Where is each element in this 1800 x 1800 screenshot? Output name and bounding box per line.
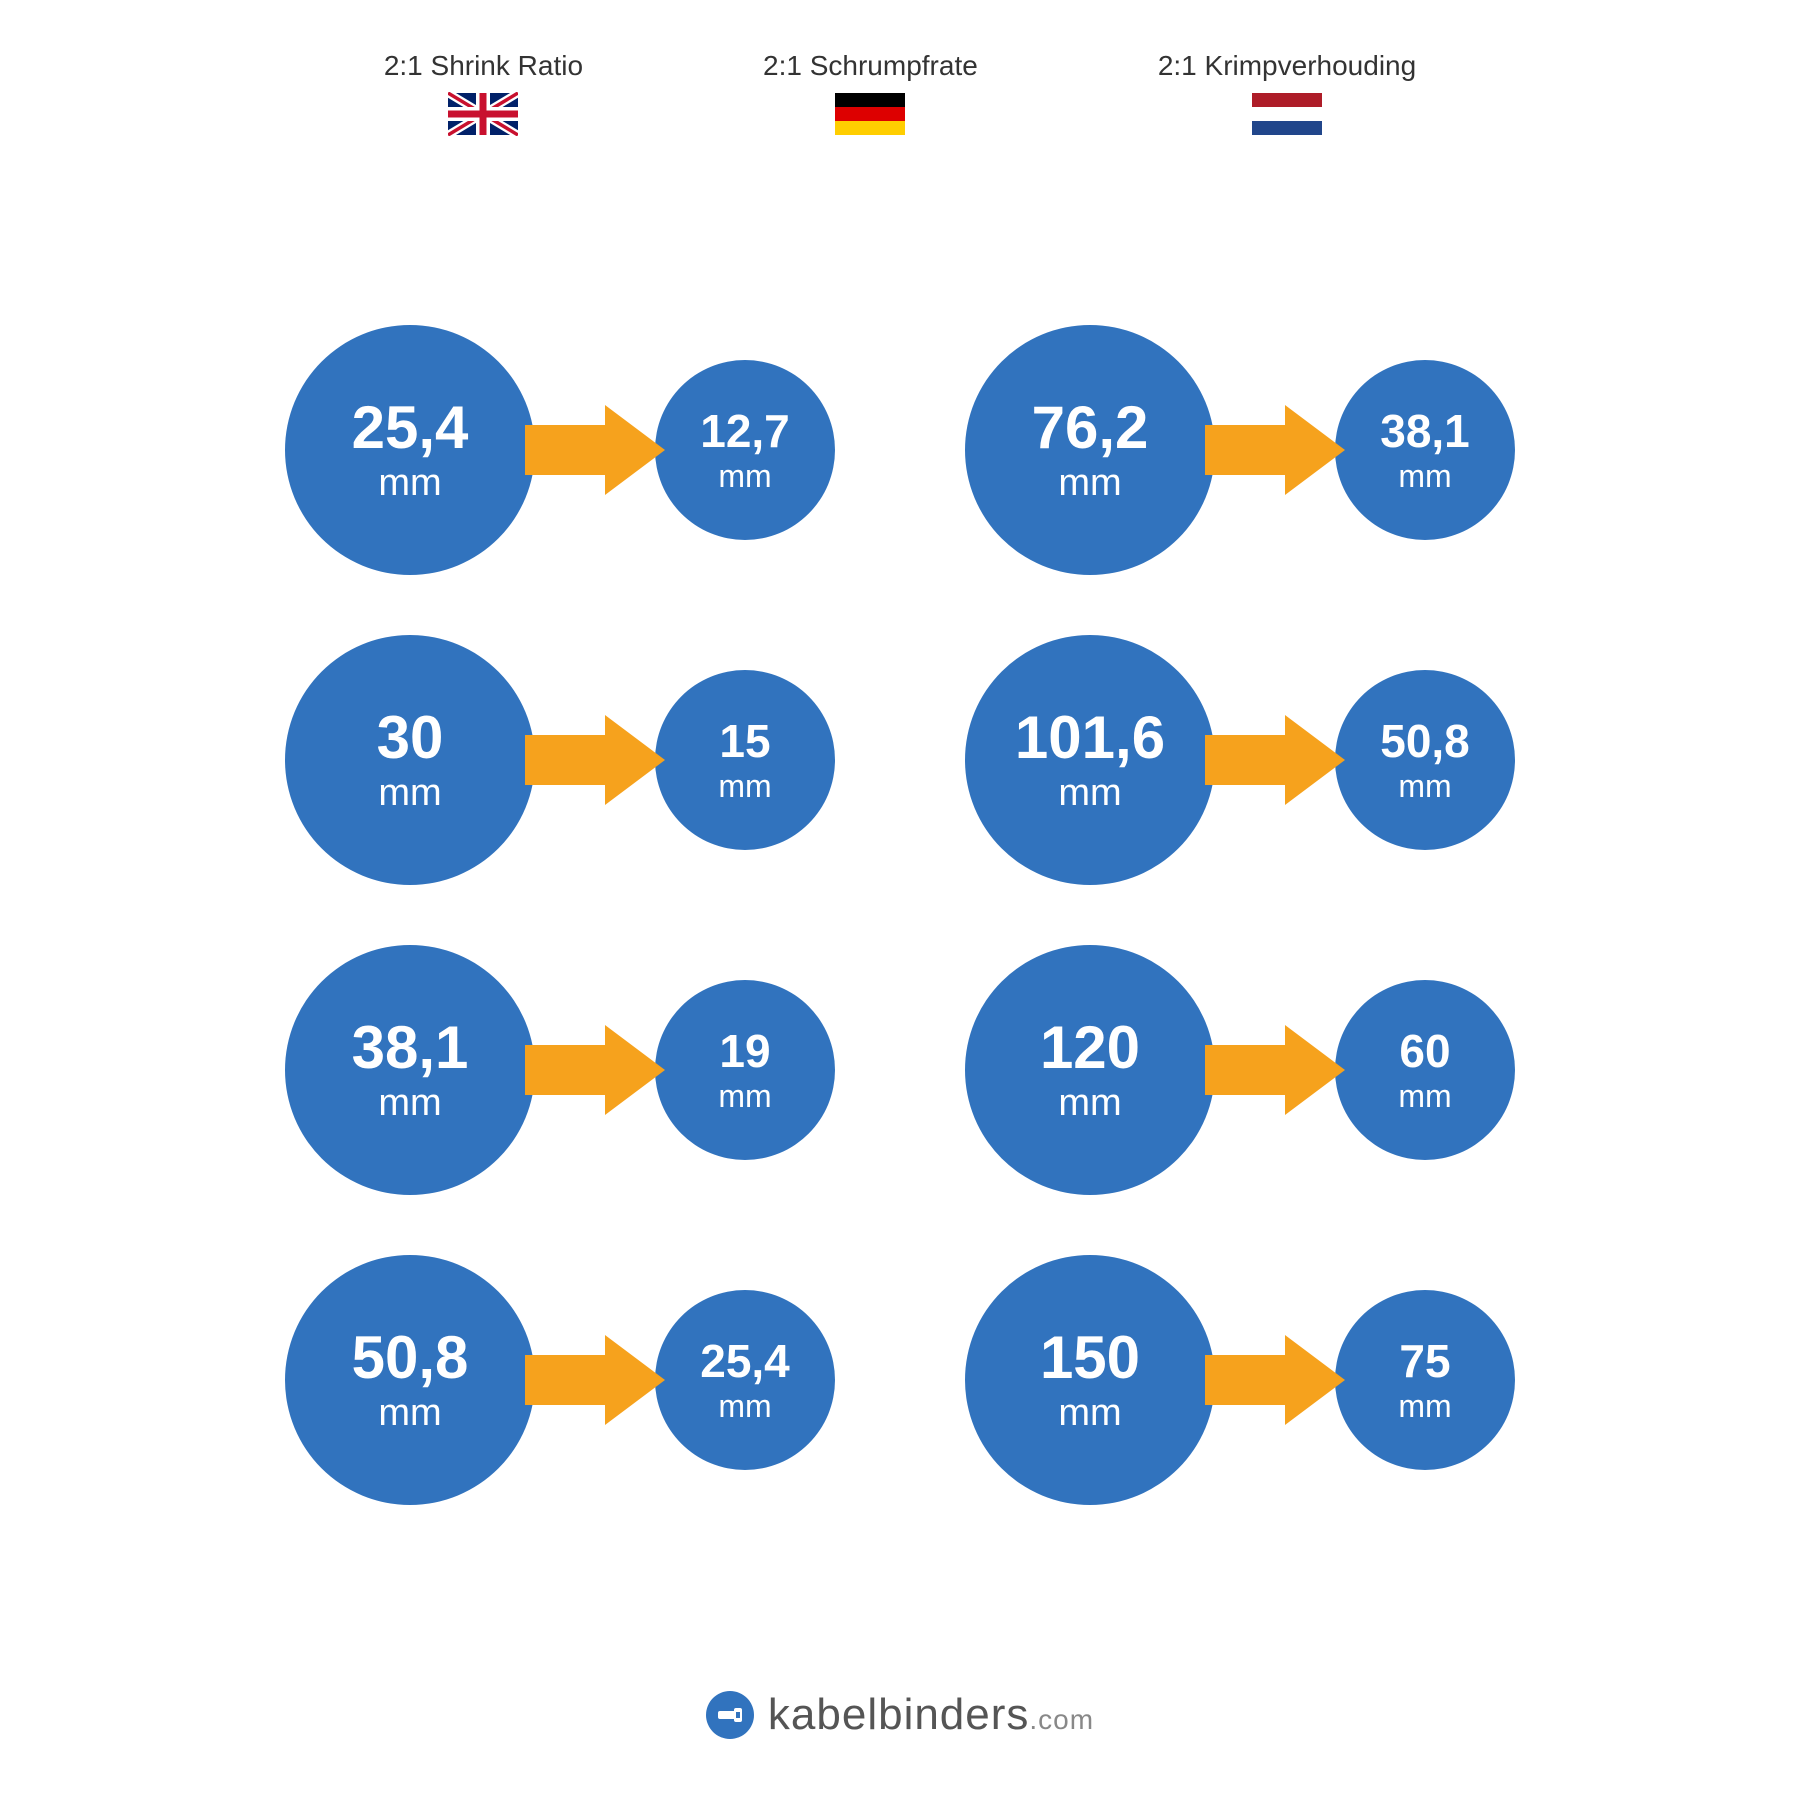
size-circle-from-4: 38,1 mm (285, 945, 535, 1195)
size-value: 19 (719, 1028, 770, 1074)
size-circle-to-5: 60 mm (1335, 980, 1515, 1160)
size-circle-from-6: 50,8 mm (285, 1255, 535, 1505)
arrow-icon (525, 1020, 665, 1120)
lang-block-de: 2:1 Schrumpfrate (763, 50, 978, 136)
uk-flag-icon (448, 92, 518, 136)
size-value: 38,1 (352, 1018, 469, 1078)
size-unit: mm (718, 460, 771, 492)
size-unit: mm (378, 1394, 441, 1432)
size-value: 50,8 (352, 1328, 469, 1388)
arrow-icon (1205, 1020, 1345, 1120)
lang-label-en: 2:1 Shrink Ratio (384, 50, 583, 82)
size-circle-to-0: 12,7 mm (655, 360, 835, 540)
arrow-icon (1205, 710, 1345, 810)
shrink-pair: 50,8 mm 25,4 mm (250, 1240, 870, 1520)
size-value: 101,6 (1015, 708, 1165, 768)
shrink-grid: 25,4mm 12,7mm76,2mm 38,1mm30mm 15mm101,6… (0, 310, 1800, 1520)
footer-brand: kabelbinders (768, 1690, 1030, 1739)
size-unit: mm (1058, 464, 1121, 502)
header: 2:1 Shrink Ratio 2:1 Schrumpfrate 2:1 Kr… (0, 0, 1800, 136)
size-value: 120 (1040, 1018, 1140, 1078)
size-circle-from-3: 101,6 mm (965, 635, 1215, 885)
size-unit: mm (378, 464, 441, 502)
size-unit: mm (1398, 460, 1451, 492)
size-value: 25,4 (700, 1338, 790, 1384)
de-flag-icon (835, 92, 905, 136)
size-circle-to-6: 25,4 mm (655, 1290, 835, 1470)
size-unit: mm (1398, 770, 1451, 802)
size-unit: mm (378, 774, 441, 812)
nl-flag-icon (1252, 92, 1322, 136)
size-unit: mm (718, 1390, 771, 1422)
arrow-icon (525, 710, 665, 810)
size-value: 150 (1040, 1328, 1140, 1388)
shrink-pair: 30 mm 15 mm (250, 620, 870, 900)
size-circle-from-2: 30 mm (285, 635, 535, 885)
size-circle-to-2: 15 mm (655, 670, 835, 850)
size-value: 12,7 (700, 408, 790, 454)
size-value: 50,8 (1380, 718, 1470, 764)
size-circle-from-7: 150 mm (965, 1255, 1215, 1505)
size-value: 25,4 (352, 398, 469, 458)
shrink-pair: 25,4 mm 12,7 mm (250, 310, 870, 590)
size-unit: mm (718, 1080, 771, 1112)
size-unit: mm (378, 1084, 441, 1122)
shrink-pair: 38,1 mm 19 mm (250, 930, 870, 1210)
size-value: 15 (719, 718, 770, 764)
lang-label-nl: 2:1 Krimpverhouding (1158, 50, 1416, 82)
arrow-icon (525, 400, 665, 500)
footer: kabelbinders.com (0, 1690, 1800, 1740)
size-unit: mm (1398, 1390, 1451, 1422)
arrow-icon (1205, 1330, 1345, 1430)
size-value: 75 (1399, 1338, 1450, 1384)
shrink-pair: 101,6 mm 50,8 mm (930, 620, 1550, 900)
size-circle-from-5: 120 mm (965, 945, 1215, 1195)
arrow-icon (1205, 400, 1345, 500)
size-value: 76,2 (1032, 398, 1149, 458)
size-circle-to-7: 75 mm (1335, 1290, 1515, 1470)
arrow-icon (525, 1330, 665, 1430)
size-value: 30 (377, 708, 444, 768)
size-circle-from-1: 76,2 mm (965, 325, 1215, 575)
footer-domain: .com (1029, 1704, 1094, 1735)
size-circle-from-0: 25,4 mm (285, 325, 535, 575)
shrink-pair: 120 mm 60 mm (930, 930, 1550, 1210)
shrink-pair: 150 mm 75 mm (930, 1240, 1550, 1520)
size-circle-to-1: 38,1 mm (1335, 360, 1515, 540)
shrink-pair: 76,2 mm 38,1 mm (930, 310, 1550, 590)
lang-block-nl: 2:1 Krimpverhouding (1158, 50, 1416, 136)
size-value: 38,1 (1380, 408, 1470, 454)
lang-block-en: 2:1 Shrink Ratio (384, 50, 583, 136)
size-unit: mm (1058, 1084, 1121, 1122)
size-value: 60 (1399, 1028, 1450, 1074)
size-circle-to-3: 50,8 mm (1335, 670, 1515, 850)
footer-text: kabelbinders.com (768, 1690, 1094, 1740)
size-circle-to-4: 19 mm (655, 980, 835, 1160)
brand-logo-icon (706, 1691, 754, 1739)
lang-label-de: 2:1 Schrumpfrate (763, 50, 978, 82)
size-unit: mm (1398, 1080, 1451, 1112)
size-unit: mm (718, 770, 771, 802)
size-unit: mm (1058, 774, 1121, 812)
size-unit: mm (1058, 1394, 1121, 1432)
